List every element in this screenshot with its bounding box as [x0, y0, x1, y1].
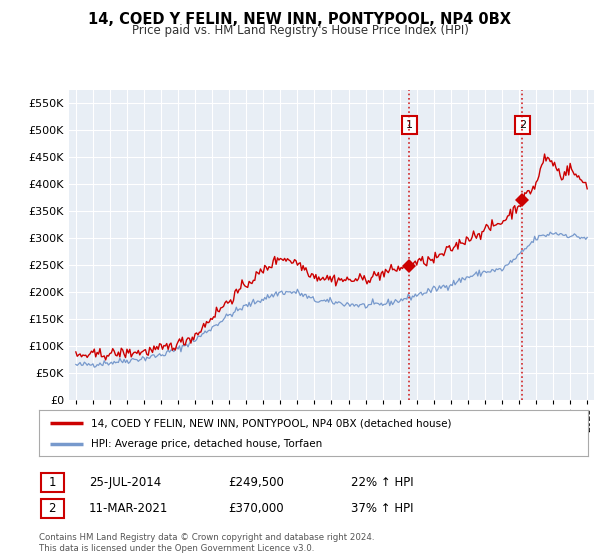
Text: £249,500: £249,500	[228, 476, 284, 489]
Text: 37% ↑ HPI: 37% ↑ HPI	[351, 502, 413, 515]
Text: Contains HM Land Registry data © Crown copyright and database right 2024.
This d: Contains HM Land Registry data © Crown c…	[39, 533, 374, 553]
Text: 1: 1	[49, 476, 56, 489]
Text: 2: 2	[49, 502, 56, 515]
Text: HPI: Average price, detached house, Torfaen: HPI: Average price, detached house, Torf…	[91, 438, 322, 449]
Text: £370,000: £370,000	[228, 502, 284, 515]
Text: 14, COED Y FELIN, NEW INN, PONTYPOOL, NP4 0BX: 14, COED Y FELIN, NEW INN, PONTYPOOL, NP…	[89, 12, 511, 27]
Text: 11-MAR-2021: 11-MAR-2021	[89, 502, 168, 515]
Text: 22% ↑ HPI: 22% ↑ HPI	[351, 476, 413, 489]
Text: 2: 2	[518, 120, 526, 130]
Text: 25-JUL-2014: 25-JUL-2014	[89, 476, 161, 489]
Text: 1: 1	[406, 120, 413, 130]
Text: 14, COED Y FELIN, NEW INN, PONTYPOOL, NP4 0BX (detached house): 14, COED Y FELIN, NEW INN, PONTYPOOL, NP…	[91, 418, 452, 428]
Text: Price paid vs. HM Land Registry's House Price Index (HPI): Price paid vs. HM Land Registry's House …	[131, 24, 469, 37]
